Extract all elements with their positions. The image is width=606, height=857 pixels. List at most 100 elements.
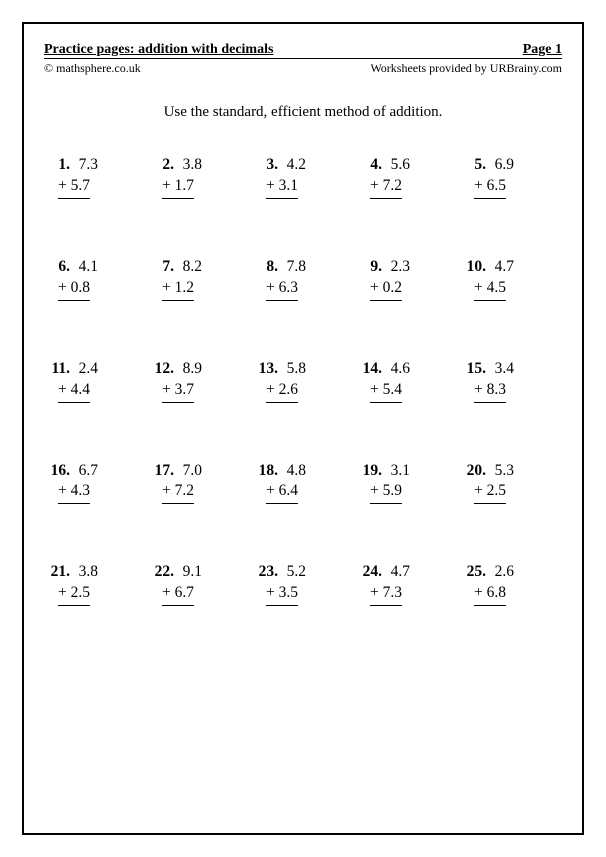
problem: 8. 7.8+ 6.3 — [256, 257, 350, 301]
problem-number: 19. — [360, 461, 382, 482]
problem-addend-b: + 3.5 — [266, 583, 298, 604]
problem-number: 22. — [152, 562, 174, 583]
problem-addend-b: + 7.2 — [162, 481, 194, 502]
instruction-text: Use the standard, efficient method of ad… — [44, 104, 562, 121]
problem-number: 23. — [256, 562, 278, 583]
problem-number: 13. — [256, 359, 278, 380]
problem-top-line: 24. 4.7 — [360, 562, 454, 583]
problem-bottom-line: + 5.9 — [370, 481, 402, 504]
problem-bottom-line: + 7.2 — [370, 176, 402, 199]
problem-addend-b: + 4.5 — [474, 278, 506, 299]
problem-addend-a: 4.6 — [382, 359, 410, 380]
problem-top-line: 9. 2.3 — [360, 257, 454, 278]
problem-addend-b: + 8.3 — [474, 380, 506, 401]
problem-top-line: 16. 6.7 — [48, 461, 142, 482]
problem: 10. 4.7+ 4.5 — [464, 257, 558, 301]
problem-addend-a: 4.8 — [278, 461, 306, 482]
problem-addend-a: 5.6 — [382, 155, 410, 176]
problem-top-line: 23. 5.2 — [256, 562, 350, 583]
problem-bottom-line: + 6.7 — [162, 583, 194, 606]
worksheet-title: Practice pages: addition with decimals — [44, 42, 273, 58]
problem-top-line: 20. 5.3 — [464, 461, 558, 482]
problem-addend-a: 5.8 — [278, 359, 306, 380]
problem-top-line: 13. 5.8 — [256, 359, 350, 380]
problem-addend-b: + 6.3 — [266, 278, 298, 299]
problem-addend-a: 8.2 — [174, 257, 202, 278]
problem-addend-a: 4.2 — [278, 155, 306, 176]
problem-bottom-line: + 2.6 — [266, 380, 298, 403]
problem-addend-b: + 0.8 — [58, 278, 90, 299]
problem-number: 1. — [48, 155, 70, 176]
problem-addend-a: 5.2 — [278, 562, 306, 583]
problem-bottom-line: + 6.4 — [266, 481, 298, 504]
problem-bottom-line: + 6.8 — [474, 583, 506, 606]
problem: 9. 2.3+ 0.2 — [360, 257, 454, 301]
problem-addend-a: 2.3 — [382, 257, 410, 278]
problem-number: 12. — [152, 359, 174, 380]
problem-addend-a: 2.6 — [486, 562, 514, 583]
problem-addend-a: 7.0 — [174, 461, 202, 482]
problem-addend-a: 3.4 — [486, 359, 514, 380]
problem: 13. 5.8+ 2.6 — [256, 359, 350, 403]
problem-addend-b: + 3.7 — [162, 380, 194, 401]
problem-bottom-line: + 7.3 — [370, 583, 402, 606]
problem-top-line: 25. 2.6 — [464, 562, 558, 583]
problem-top-line: 10. 4.7 — [464, 257, 558, 278]
problem-addend-a: 4.1 — [70, 257, 98, 278]
worksheet-inner: Practice pages: addition with decimals P… — [22, 22, 584, 835]
problem-top-line: 2. 3.8 — [152, 155, 246, 176]
problem-number: 6. — [48, 257, 70, 278]
problem: 22. 9.1+ 6.7 — [152, 562, 246, 606]
problem-bottom-line: + 5.4 — [370, 380, 402, 403]
problem: 2. 3.8+ 1.7 — [152, 155, 246, 199]
header-row: Practice pages: addition with decimals P… — [44, 42, 562, 59]
problem-bottom-line: + 3.7 — [162, 380, 194, 403]
problem-number: 3. — [256, 155, 278, 176]
provider-text: Worksheets provided by URBrainy.com — [370, 61, 562, 76]
problem: 4. 5.6+ 7.2 — [360, 155, 454, 199]
problem-top-line: 3. 4.2 — [256, 155, 350, 176]
problem-bottom-line: + 2.5 — [58, 583, 90, 606]
problem-top-line: 19. 3.1 — [360, 461, 454, 482]
problem-addend-a: 3.8 — [70, 562, 98, 583]
problem-bottom-line: + 7.2 — [162, 481, 194, 504]
problem-top-line: 12. 8.9 — [152, 359, 246, 380]
problem-bottom-line: + 6.3 — [266, 278, 298, 301]
problem-addend-b: + 6.8 — [474, 583, 506, 604]
problem-addend-b: + 3.1 — [266, 176, 298, 197]
problem-bottom-line: + 0.2 — [370, 278, 402, 301]
problem-addend-a: 4.7 — [382, 562, 410, 583]
problem-bottom-line: + 0.8 — [58, 278, 90, 301]
problem: 20. 5.3+ 2.5 — [464, 461, 558, 505]
problem-addend-a: 9.1 — [174, 562, 202, 583]
problem: 18. 4.8+ 6.4 — [256, 461, 350, 505]
problem: 15. 3.4+ 8.3 — [464, 359, 558, 403]
problem-addend-a: 4.7 — [486, 257, 514, 278]
problem-top-line: 15. 3.4 — [464, 359, 558, 380]
problem-addend-b: + 1.7 — [162, 176, 194, 197]
problem: 7. 8.2+ 1.2 — [152, 257, 246, 301]
problem-bottom-line: + 3.1 — [266, 176, 298, 199]
problem: 5. 6.9+ 6.5 — [464, 155, 558, 199]
problem-addend-b: + 7.2 — [370, 176, 402, 197]
problem: 19. 3.1+ 5.9 — [360, 461, 454, 505]
problem-number: 9. — [360, 257, 382, 278]
problem-addend-b: + 4.3 — [58, 481, 90, 502]
problem-top-line: 6. 4.1 — [48, 257, 142, 278]
problem: 16. 6.7+ 4.3 — [48, 461, 142, 505]
problem-number: 20. — [464, 461, 486, 482]
problem-addend-a: 7.8 — [278, 257, 306, 278]
problem-addend-b: + 5.4 — [370, 380, 402, 401]
problem-addend-b: + 0.2 — [370, 278, 402, 299]
problem-top-line: 1. 7.3 — [48, 155, 142, 176]
problem-addend-b: + 7.3 — [370, 583, 402, 604]
problem-addend-b: + 5.9 — [370, 481, 402, 502]
problem-bottom-line: + 1.2 — [162, 278, 194, 301]
problem-bottom-line: + 2.5 — [474, 481, 506, 504]
problem-addend-a: 8.9 — [174, 359, 202, 380]
problem-addend-b: + 4.4 — [58, 380, 90, 401]
problem-bottom-line: + 8.3 — [474, 380, 506, 403]
problem: 6. 4.1+ 0.8 — [48, 257, 142, 301]
problem: 14. 4.6+ 5.4 — [360, 359, 454, 403]
problem: 21. 3.8+ 2.5 — [48, 562, 142, 606]
